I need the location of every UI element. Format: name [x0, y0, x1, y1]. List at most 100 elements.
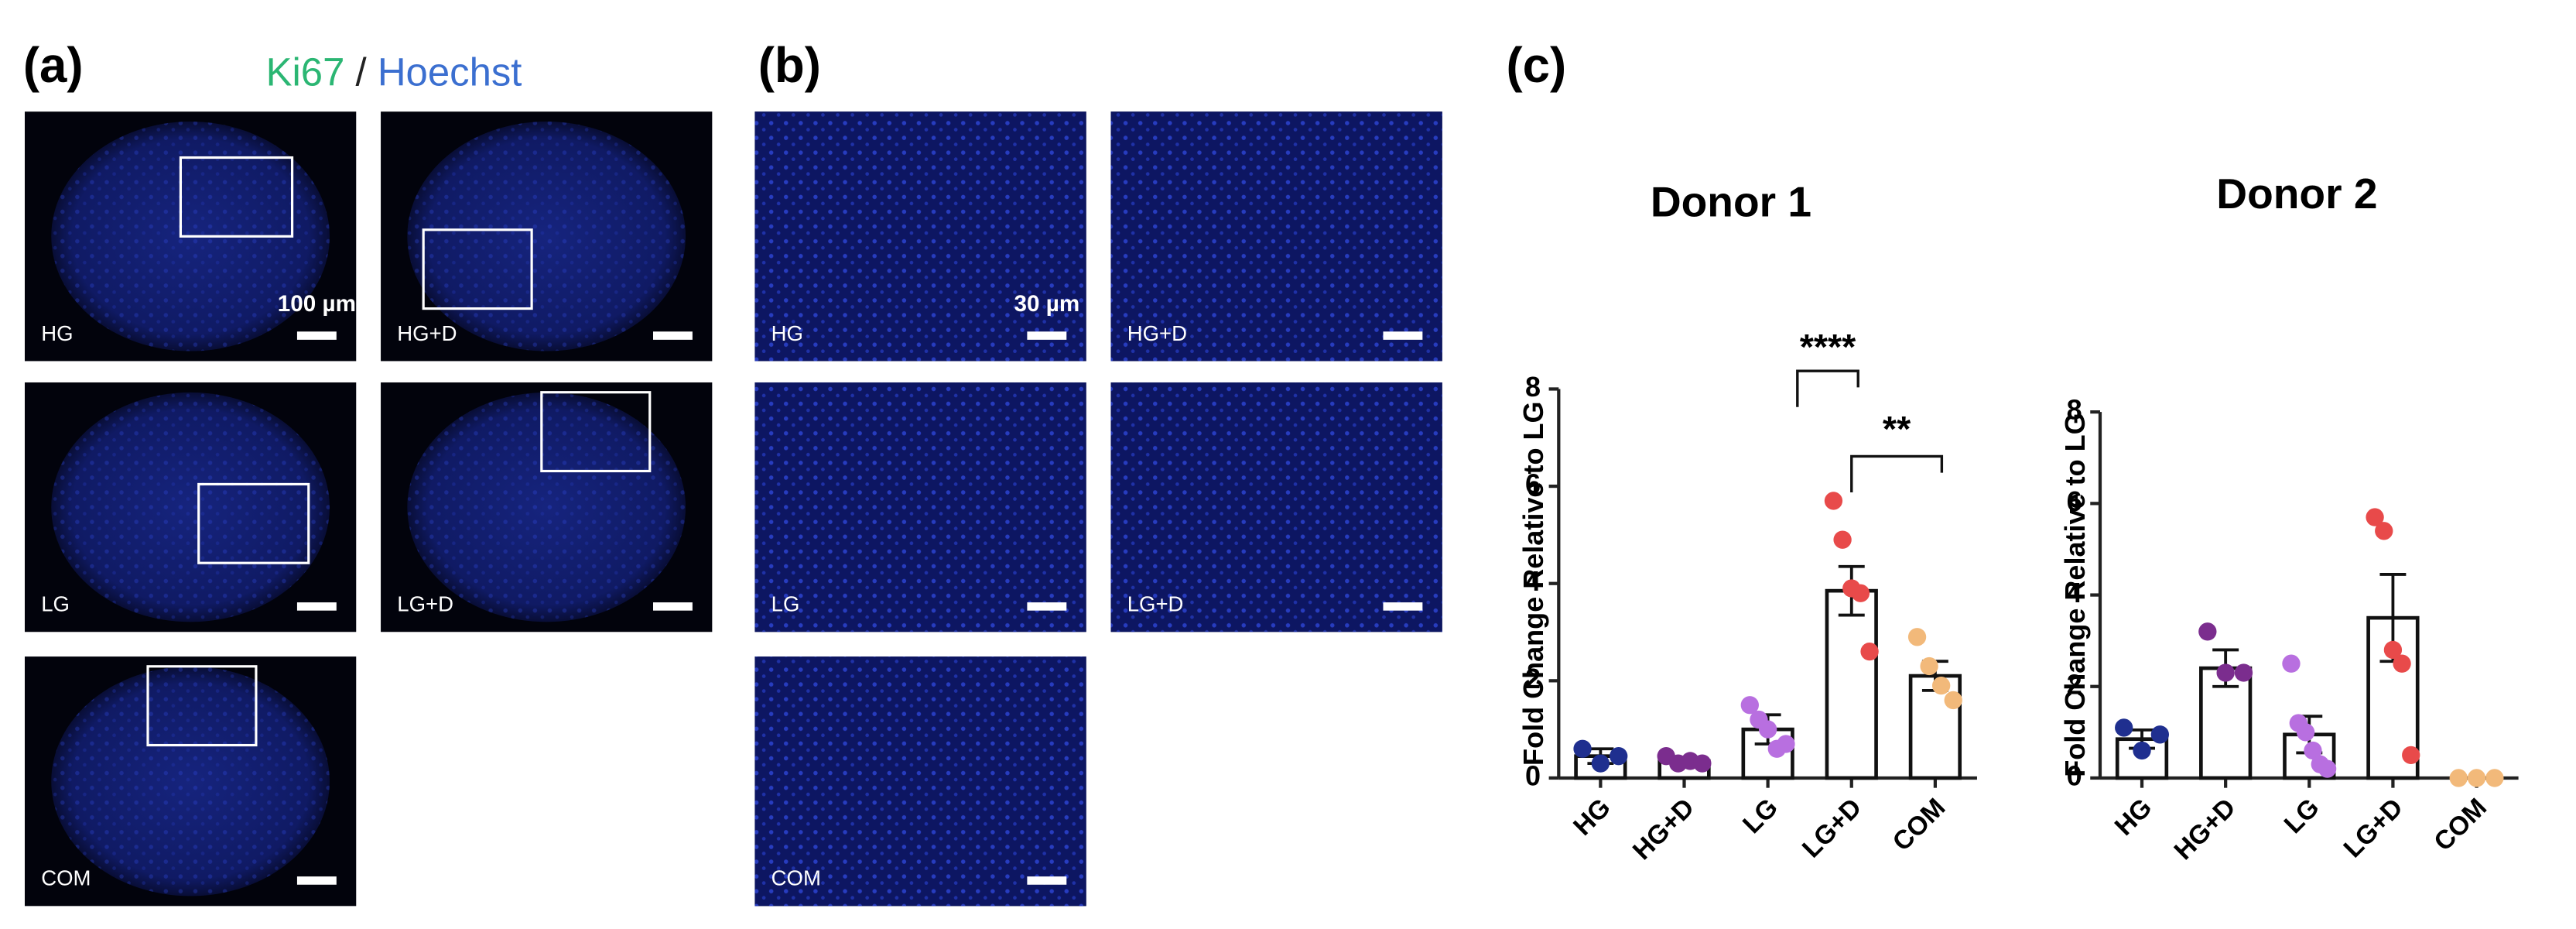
data-point: [2304, 741, 2322, 760]
scale-bar: [653, 331, 693, 340]
data-point: [1573, 739, 1592, 758]
data-point: [2150, 725, 2170, 744]
scale-bar: [1027, 331, 1067, 340]
micrograph: HG+D: [381, 111, 713, 362]
chart-title: Donor 2: [2216, 170, 2377, 218]
y-tick-label: 0: [2067, 759, 2082, 791]
y-tick-label: 6: [2067, 485, 2082, 517]
y-tick-label: 2: [2067, 668, 2082, 700]
micrograph-label: HG: [41, 321, 73, 345]
nuclei: [51, 392, 330, 622]
micrograph-label: HG+D: [1127, 321, 1187, 345]
zoom-box: [146, 665, 258, 747]
x-tick-label: HG+D: [1627, 793, 1700, 866]
data-point: [1860, 642, 1879, 661]
scale-bar: [296, 876, 337, 885]
micrograph-label: HG+D: [397, 321, 457, 345]
x-tick-label: HG+D: [2168, 793, 2241, 866]
nuclei: [1110, 111, 1442, 362]
micrograph: COM: [754, 656, 1086, 907]
data-point: [2318, 759, 2337, 778]
stain-hoechst: Hoechst: [378, 50, 522, 94]
data-point: [1851, 584, 1870, 602]
data-point: [2282, 654, 2301, 673]
data-point: [2383, 640, 2403, 660]
x-tick-label: COM: [2428, 793, 2492, 857]
bar-chart: Donor 1 Fold Change Relative to LG0 2 4 6 8 HG…: [1517, 178, 1977, 866]
data-point: [1740, 696, 1759, 715]
data-point: [1610, 747, 1628, 766]
x-tick-label: LG+D: [2338, 793, 2408, 863]
data-point: [2375, 522, 2393, 540]
y-axis-label: Fold Change Relative to LG: [1517, 401, 1549, 765]
x-tick-label: LG+D: [1797, 793, 1867, 863]
data-point: [1693, 754, 1712, 773]
micrograph: LG+D: [1110, 382, 1442, 632]
y-tick-label: 8: [2067, 394, 2082, 426]
data-point: [1824, 492, 1843, 510]
data-point: [2402, 746, 2420, 765]
micrograph-label: LG+D: [397, 592, 453, 616]
data-point: [2115, 718, 2133, 737]
micrograph-label: LG: [771, 592, 800, 616]
data-point: [2366, 508, 2384, 526]
x-tick-label: HG: [1568, 793, 1616, 842]
nuclei: [407, 392, 686, 622]
bar: [1825, 588, 1878, 780]
nuclei: [754, 656, 1086, 907]
micrograph-label: HG: [771, 321, 803, 345]
y-tick-label: 4: [2067, 577, 2082, 608]
nuclei: [754, 111, 1086, 362]
data-point: [2467, 769, 2486, 787]
micrograph: LG: [24, 382, 357, 632]
data-point: [2296, 723, 2315, 742]
data-point: [1591, 754, 1610, 773]
data-point: [2198, 622, 2217, 641]
data-point: [1932, 676, 1951, 695]
data-point: [1920, 656, 1938, 676]
stain-legend: Ki67 / Hoechst: [266, 50, 522, 94]
significance-label: **: [1883, 409, 1911, 449]
data-point: [1833, 530, 1852, 549]
x-tick-label: COM: [1887, 793, 1952, 857]
x-tick-label: LG: [1737, 793, 1784, 839]
y-axis-label: Fold Change Relative to LG: [2059, 413, 2091, 776]
scale-bar-label: 100 µm: [278, 291, 356, 317]
scale-bar: [296, 331, 337, 340]
significance-bracket: [1796, 369, 1859, 407]
micrograph: LG: [754, 382, 1086, 632]
panel-label: (a): [23, 38, 84, 93]
scale-bar-label: 30 µm: [1014, 291, 1079, 317]
data-point: [2449, 769, 2468, 787]
zoom-box: [197, 482, 310, 564]
y-tick-label: 2: [1525, 663, 1541, 694]
micrograph-label: LG+D: [1127, 592, 1184, 616]
stain-separator: /: [356, 50, 368, 94]
zoom-box: [179, 156, 294, 238]
data-point: [2393, 654, 2411, 673]
nuclei: [1110, 382, 1442, 632]
stain-ki67: Ki67: [266, 50, 345, 94]
micrograph-label: COM: [771, 866, 821, 890]
y-tick-label: 0: [1525, 759, 1541, 791]
nuclei: [407, 122, 686, 351]
nuclei: [754, 382, 1086, 632]
data-point: [1907, 628, 1927, 646]
micrograph-label: LG: [41, 592, 70, 616]
bar-chart: Donor 2 Fold Change Relative to LG0 2 4 6 8 HG…: [2059, 170, 2519, 866]
micrograph: COM: [24, 656, 357, 907]
zoom-box: [540, 391, 652, 473]
data-point: [1777, 735, 1795, 753]
data-point: [1944, 691, 1962, 710]
data-point: [2234, 663, 2253, 682]
x-tick-label: LG: [2279, 793, 2325, 839]
y-tick-label: 4: [1525, 565, 1541, 597]
data-point: [1758, 720, 1777, 739]
scale-bar: [653, 602, 693, 611]
panel-label: (c): [1506, 38, 1566, 93]
y-tick-label: 6: [1525, 468, 1541, 500]
chart-title: Donor 1: [1651, 178, 1811, 226]
micrograph: HG 100 µm: [24, 111, 357, 362]
